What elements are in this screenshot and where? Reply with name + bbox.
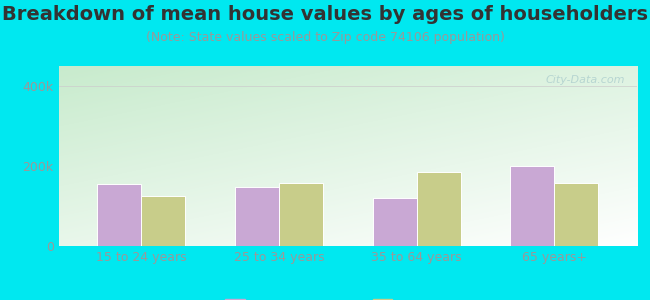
Bar (97, 184, 141, 246)
Bar (235, 187, 279, 246)
Bar (372, 198, 417, 246)
Bar (417, 172, 461, 246)
Text: Breakdown of mean house values by ages of householders: Breakdown of mean house values by ages o… (2, 4, 648, 23)
Text: City-Data.com: City-Data.com (546, 75, 625, 85)
Bar (510, 166, 554, 246)
Bar (141, 196, 185, 246)
Bar (279, 183, 323, 246)
Legend: Zip code 74106, Oklahoma: Zip code 74106, Oklahoma (220, 294, 476, 300)
Bar (554, 183, 599, 246)
Text: (Note: State values scaled to Zip code 74106 population): (Note: State values scaled to Zip code 7… (146, 32, 504, 44)
